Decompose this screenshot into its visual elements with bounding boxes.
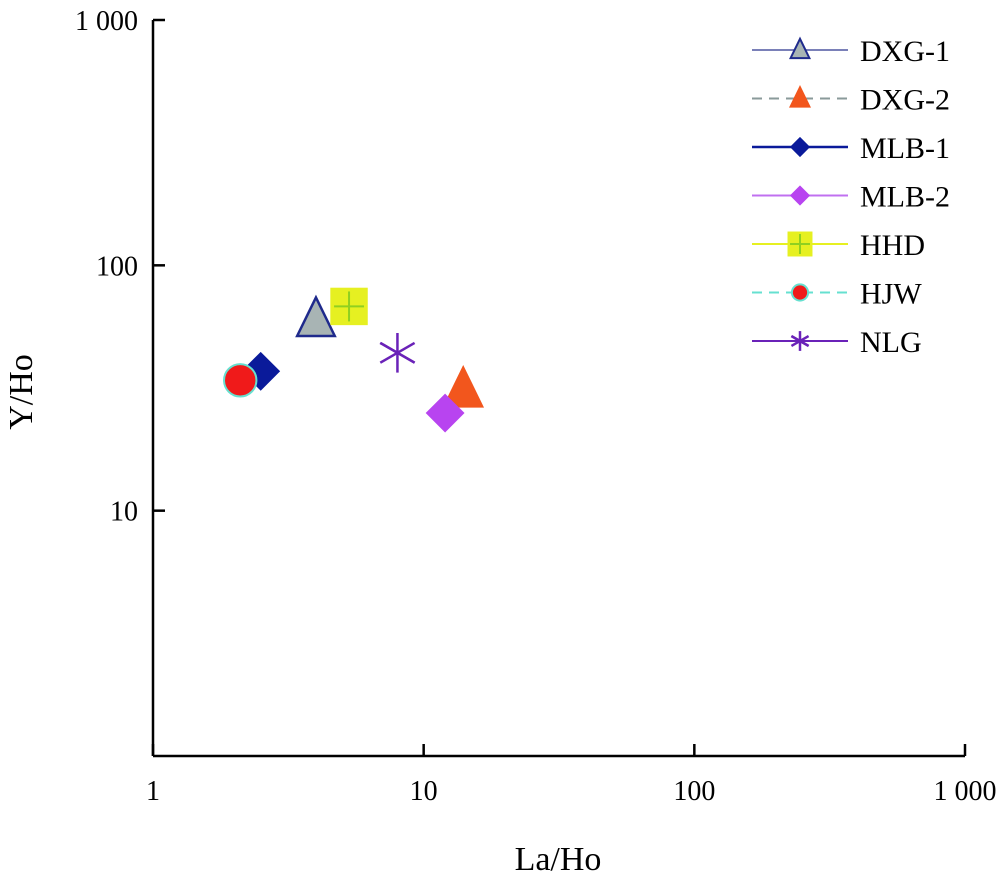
legend-label-dxg-1: DXG-1 xyxy=(860,35,950,68)
data-points xyxy=(223,287,485,433)
y-tick-label: 1 000 xyxy=(75,6,138,37)
data-point-mlb-2 xyxy=(425,393,465,433)
legend-label-dxg-2: DXG-2 xyxy=(860,84,950,117)
legend-marker-dxg-2 xyxy=(788,85,812,108)
x-tick-label: 100 xyxy=(673,776,715,807)
legend-label-nlg: NLG xyxy=(860,326,922,359)
y-axis-title: Y/Ho xyxy=(3,354,40,430)
tick-labels: 1 10 100 1 000 10 100 1 000 xyxy=(75,6,997,807)
legend-label-mlb-1: MLB-1 xyxy=(860,132,950,165)
y-tick-label: 10 xyxy=(110,497,138,528)
x-tick-label: 1 000 xyxy=(934,776,997,807)
legend-marker-nlg-stroke xyxy=(790,334,810,348)
x-axis-title: La/Ho xyxy=(515,841,602,878)
data-point-dxg-1 xyxy=(295,294,337,338)
data-point-nlg-stroke xyxy=(379,341,416,364)
axes xyxy=(151,20,965,758)
legend-marker-hjw xyxy=(790,283,810,302)
tick-marks xyxy=(151,18,967,756)
data-point-hjw xyxy=(223,363,258,398)
legend-marker-mlb-1 xyxy=(789,136,811,158)
data-point-dxg-2 xyxy=(442,364,485,408)
legend-marker-dxg-1 xyxy=(788,36,812,60)
y-tick-label: 100 xyxy=(96,251,138,282)
data-point-mlb-1 xyxy=(241,351,281,391)
legend: DXG-1 DXG-2 MLB-1 MLB-2 HHD HJW NLG xyxy=(752,35,950,359)
x-tick-label: 1 xyxy=(146,776,160,807)
x-tick-label: 10 xyxy=(410,776,438,807)
legend-label-mlb-2: MLB-2 xyxy=(860,181,950,214)
legend-marker-mlb-2 xyxy=(789,185,811,206)
legend-label-hjw: HJW xyxy=(860,278,922,311)
legend-label-hhd: HHD xyxy=(860,229,925,262)
